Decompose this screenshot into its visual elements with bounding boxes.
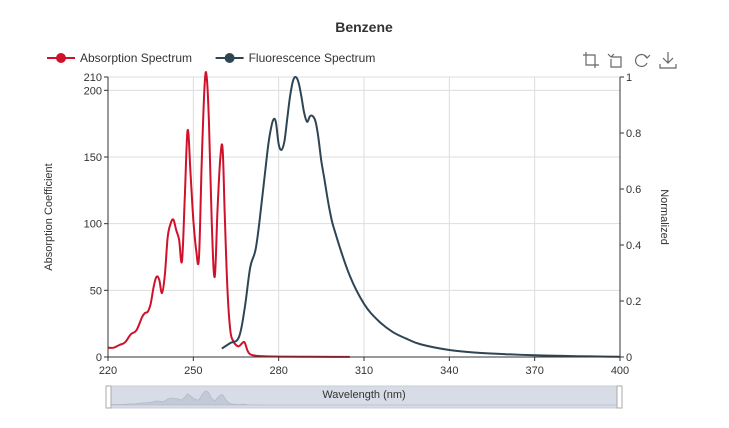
- y-left-tick-label: 210: [84, 72, 102, 84]
- x-tick-label: 340: [440, 365, 458, 377]
- y-left-tick-label: 100: [84, 219, 102, 231]
- y-left-tick-label: 50: [90, 285, 102, 297]
- y-left-tick-label: 150: [84, 152, 102, 164]
- legend-marker: [56, 53, 66, 63]
- y-right-tick-label: 0.6: [626, 184, 641, 196]
- legend-item-fluorescence[interactable]: Fluorescence Spectrum: [215, 51, 376, 65]
- x-tick-label: 280: [269, 365, 287, 377]
- y-right-tick-label: 0.8: [626, 128, 641, 140]
- legend-marker: [224, 53, 235, 63]
- legend[interactable]: Absorption Spectrum Fluorescence Spectrum: [47, 51, 375, 65]
- legend-item-absorption[interactable]: Absorption Spectrum: [47, 51, 192, 65]
- data-zoom-slider[interactable]: Wavelength (nm): [105, 385, 623, 409]
- y-right-tick-label: 0: [626, 352, 632, 364]
- y-axis-left-title: Absorption Coefficient: [43, 163, 55, 270]
- y-right-tick-label: 0.2: [626, 296, 641, 308]
- x-tick-label: 400: [611, 365, 629, 377]
- x-tick-label: 220: [99, 365, 117, 377]
- y-right-tick-label: 1: [626, 72, 632, 84]
- y-axis-right-title: Normalized: [658, 189, 670, 245]
- slider-handle-right[interactable]: [616, 385, 623, 409]
- series-line-fluorescence: [221, 75, 621, 358]
- slider-handle-left[interactable]: [105, 385, 112, 409]
- y-right-tick-label: 0.4: [626, 240, 641, 252]
- x-tick-label: 250: [184, 365, 202, 377]
- x-axis-title: Wavelength (nm): [322, 389, 405, 401]
- chart-title: Benzene: [335, 19, 393, 35]
- x-tick-label: 370: [525, 365, 543, 377]
- series-layer: [107, 71, 621, 358]
- restore-icon[interactable]: [634, 53, 651, 68]
- legend-label: Absorption Spectrum: [80, 51, 192, 65]
- slider-preview: [107, 390, 620, 406]
- zoom-icon[interactable]: [583, 52, 599, 68]
- axes: 220 250 280 310 340 370 40005010015020021000.2…: [84, 72, 642, 377]
- y-left-tick-label: 0: [96, 352, 102, 364]
- zoom-reset-icon[interactable]: [607, 53, 622, 68]
- x-tick-label: 310: [355, 365, 373, 377]
- y-left-tick-label: 200: [84, 85, 102, 97]
- series-line-absorption: [107, 71, 350, 358]
- legend-label: Fluorescence Spectrum: [249, 51, 376, 65]
- save-image-icon[interactable]: [659, 52, 677, 69]
- toolbox[interactable]: [583, 52, 677, 69]
